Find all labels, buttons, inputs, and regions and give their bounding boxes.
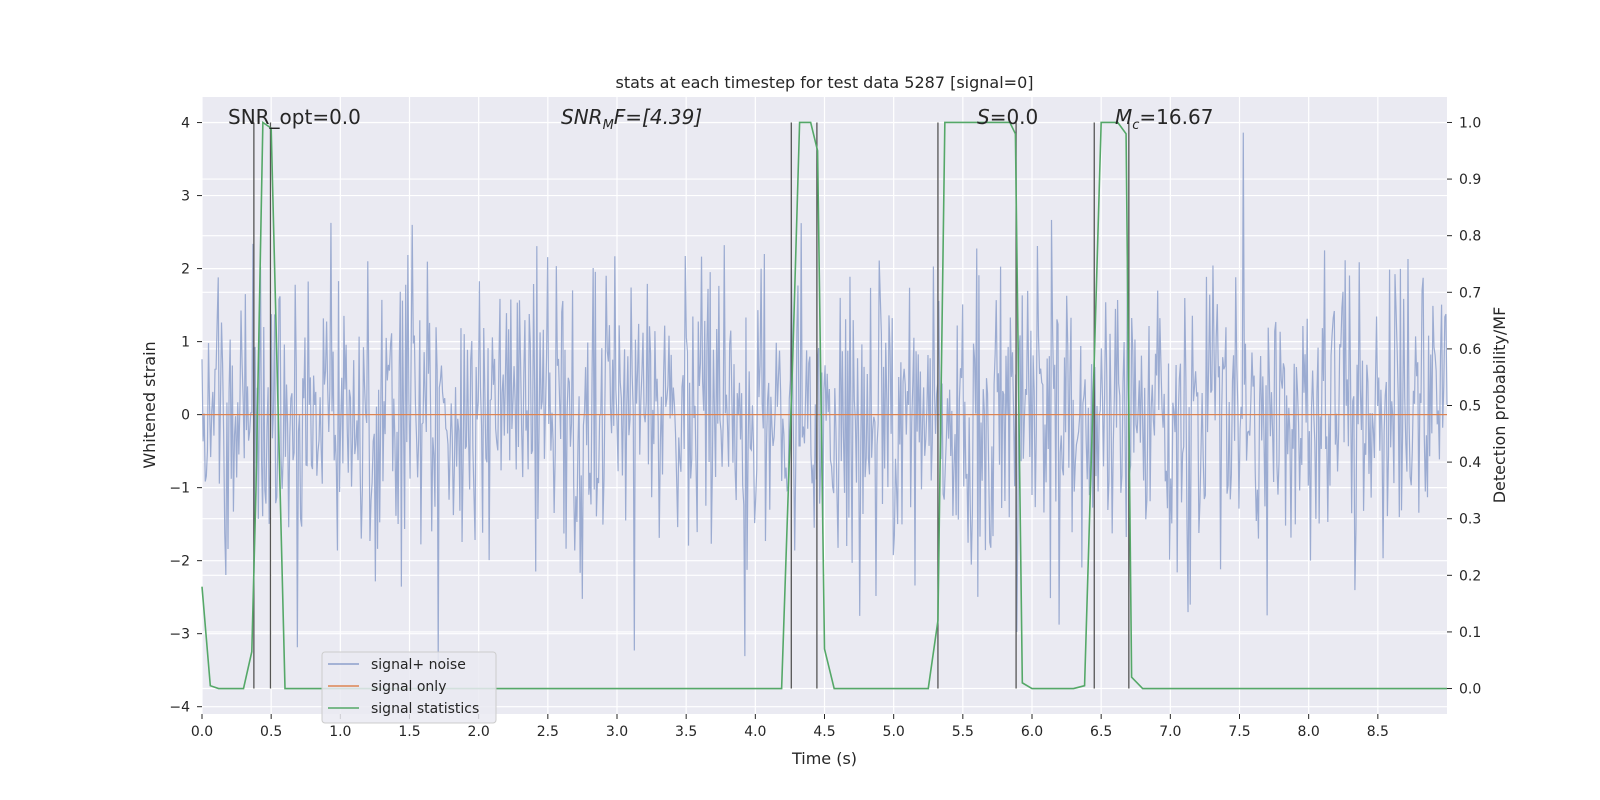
legend-label-signal-only: signal only <box>371 679 446 695</box>
y-right-tick-label: 0.1 <box>1459 625 1481 641</box>
grid <box>201 97 1447 714</box>
annotation-s: S=0.0 <box>977 105 1038 129</box>
annotation-snr-opt: SNR_opt=0.0 <box>228 105 361 129</box>
x-axis-label: Time (s) <box>791 749 857 768</box>
annotation-mc-sub: c <box>1132 118 1139 133</box>
legend-label-signal-noise: signal+ noise <box>371 657 466 673</box>
y-left-tick-label: 4 <box>181 116 190 132</box>
signal-noise-line <box>201 132 1448 664</box>
x-tick-label: 5.0 <box>883 724 905 740</box>
y-left-tick-label: −1 <box>169 481 190 497</box>
y-right-tick-label: 0.5 <box>1459 399 1481 415</box>
x-tick-label: 1.0 <box>329 724 351 740</box>
y-left-tick-label: −4 <box>169 700 190 716</box>
x-tick-label: 0.5 <box>260 724 282 740</box>
annotation-snr-mf: SNRMF=[4.39] <box>561 105 702 133</box>
y-right-tick-label: 0.8 <box>1459 229 1481 245</box>
x-tick-label: 2.0 <box>468 724 490 740</box>
y-right-tick-label: 1.0 <box>1459 115 1481 131</box>
annotation-s-main: S <box>977 105 990 129</box>
legend-label-signal-statistics: signal statistics <box>371 701 479 717</box>
y-right-tick-label: 0.2 <box>1459 568 1481 584</box>
y-left-tick-label: 2 <box>181 262 190 278</box>
annotation-snr-mf-sub: M <box>603 118 614 133</box>
x-tick-label: 3.0 <box>606 724 628 740</box>
chart-title: stats at each timestep for test data 528… <box>615 73 1033 92</box>
x-tick-label: 6.5 <box>1090 724 1112 740</box>
ticks: 0.0 0.5 1.0 1.5 2.0 2.5 3.0 3.5 4.0 4.5 5.0 5.5 6.0 6… <box>169 115 1481 740</box>
x-tick-label: 8.0 <box>1298 724 1320 740</box>
x-tick-label: 1.5 <box>398 724 420 740</box>
x-tick-label: 8.5 <box>1367 724 1389 740</box>
x-tick-label: 2.5 <box>537 724 559 740</box>
annotation-snr-mf-main: SNR <box>561 105 603 129</box>
x-tick-label: 3.5 <box>675 724 697 740</box>
annotation-mc-main: M <box>1115 105 1132 129</box>
y-right-tick-label: 0.0 <box>1459 682 1481 698</box>
y-left-tick-label: 3 <box>181 189 190 205</box>
y-right-tick-label: 0.7 <box>1459 285 1481 301</box>
y-left-tick-label: −3 <box>169 627 190 643</box>
x-tick-label: 7.0 <box>1159 724 1181 740</box>
annotation-mc-rest: =16.67 <box>1139 105 1213 129</box>
annotation-mc: Mc=16.67 <box>1115 105 1213 133</box>
y-axis-right-label: Detection probability/MF <box>1490 307 1509 504</box>
y-right-tick-label: 0.4 <box>1459 455 1481 471</box>
x-tick-label: 7.5 <box>1228 724 1250 740</box>
annotation-snr-mf-rest: F=[4.39] <box>614 105 702 129</box>
signal-statistics-series <box>201 120 1447 690</box>
annotation-s-rest: =0.0 <box>990 105 1039 129</box>
y-left-tick-label: 1 <box>181 335 190 351</box>
y-left-tick-label: −2 <box>169 554 190 570</box>
x-tick-label: 4.5 <box>813 724 835 740</box>
y-left-tick-label: 0 <box>181 408 190 424</box>
x-tick-label: 0.0 <box>191 724 213 740</box>
signal-noise-series <box>201 132 1448 664</box>
y-right-tick-label: 0.6 <box>1459 342 1481 358</box>
x-tick-label: 5.5 <box>952 724 974 740</box>
x-tick-label: 4.0 <box>744 724 766 740</box>
legend: signal+ noise signal only signal statist… <box>321 651 497 724</box>
legend-box <box>321 651 497 724</box>
y-axis-left-label: Whitened strain <box>140 341 159 468</box>
y-right-tick-label: 0.9 <box>1459 172 1481 188</box>
y-right-tick-label: 0.3 <box>1459 512 1481 528</box>
signal-statistics-line <box>201 120 1447 690</box>
x-tick-label: 6.0 <box>1021 724 1043 740</box>
